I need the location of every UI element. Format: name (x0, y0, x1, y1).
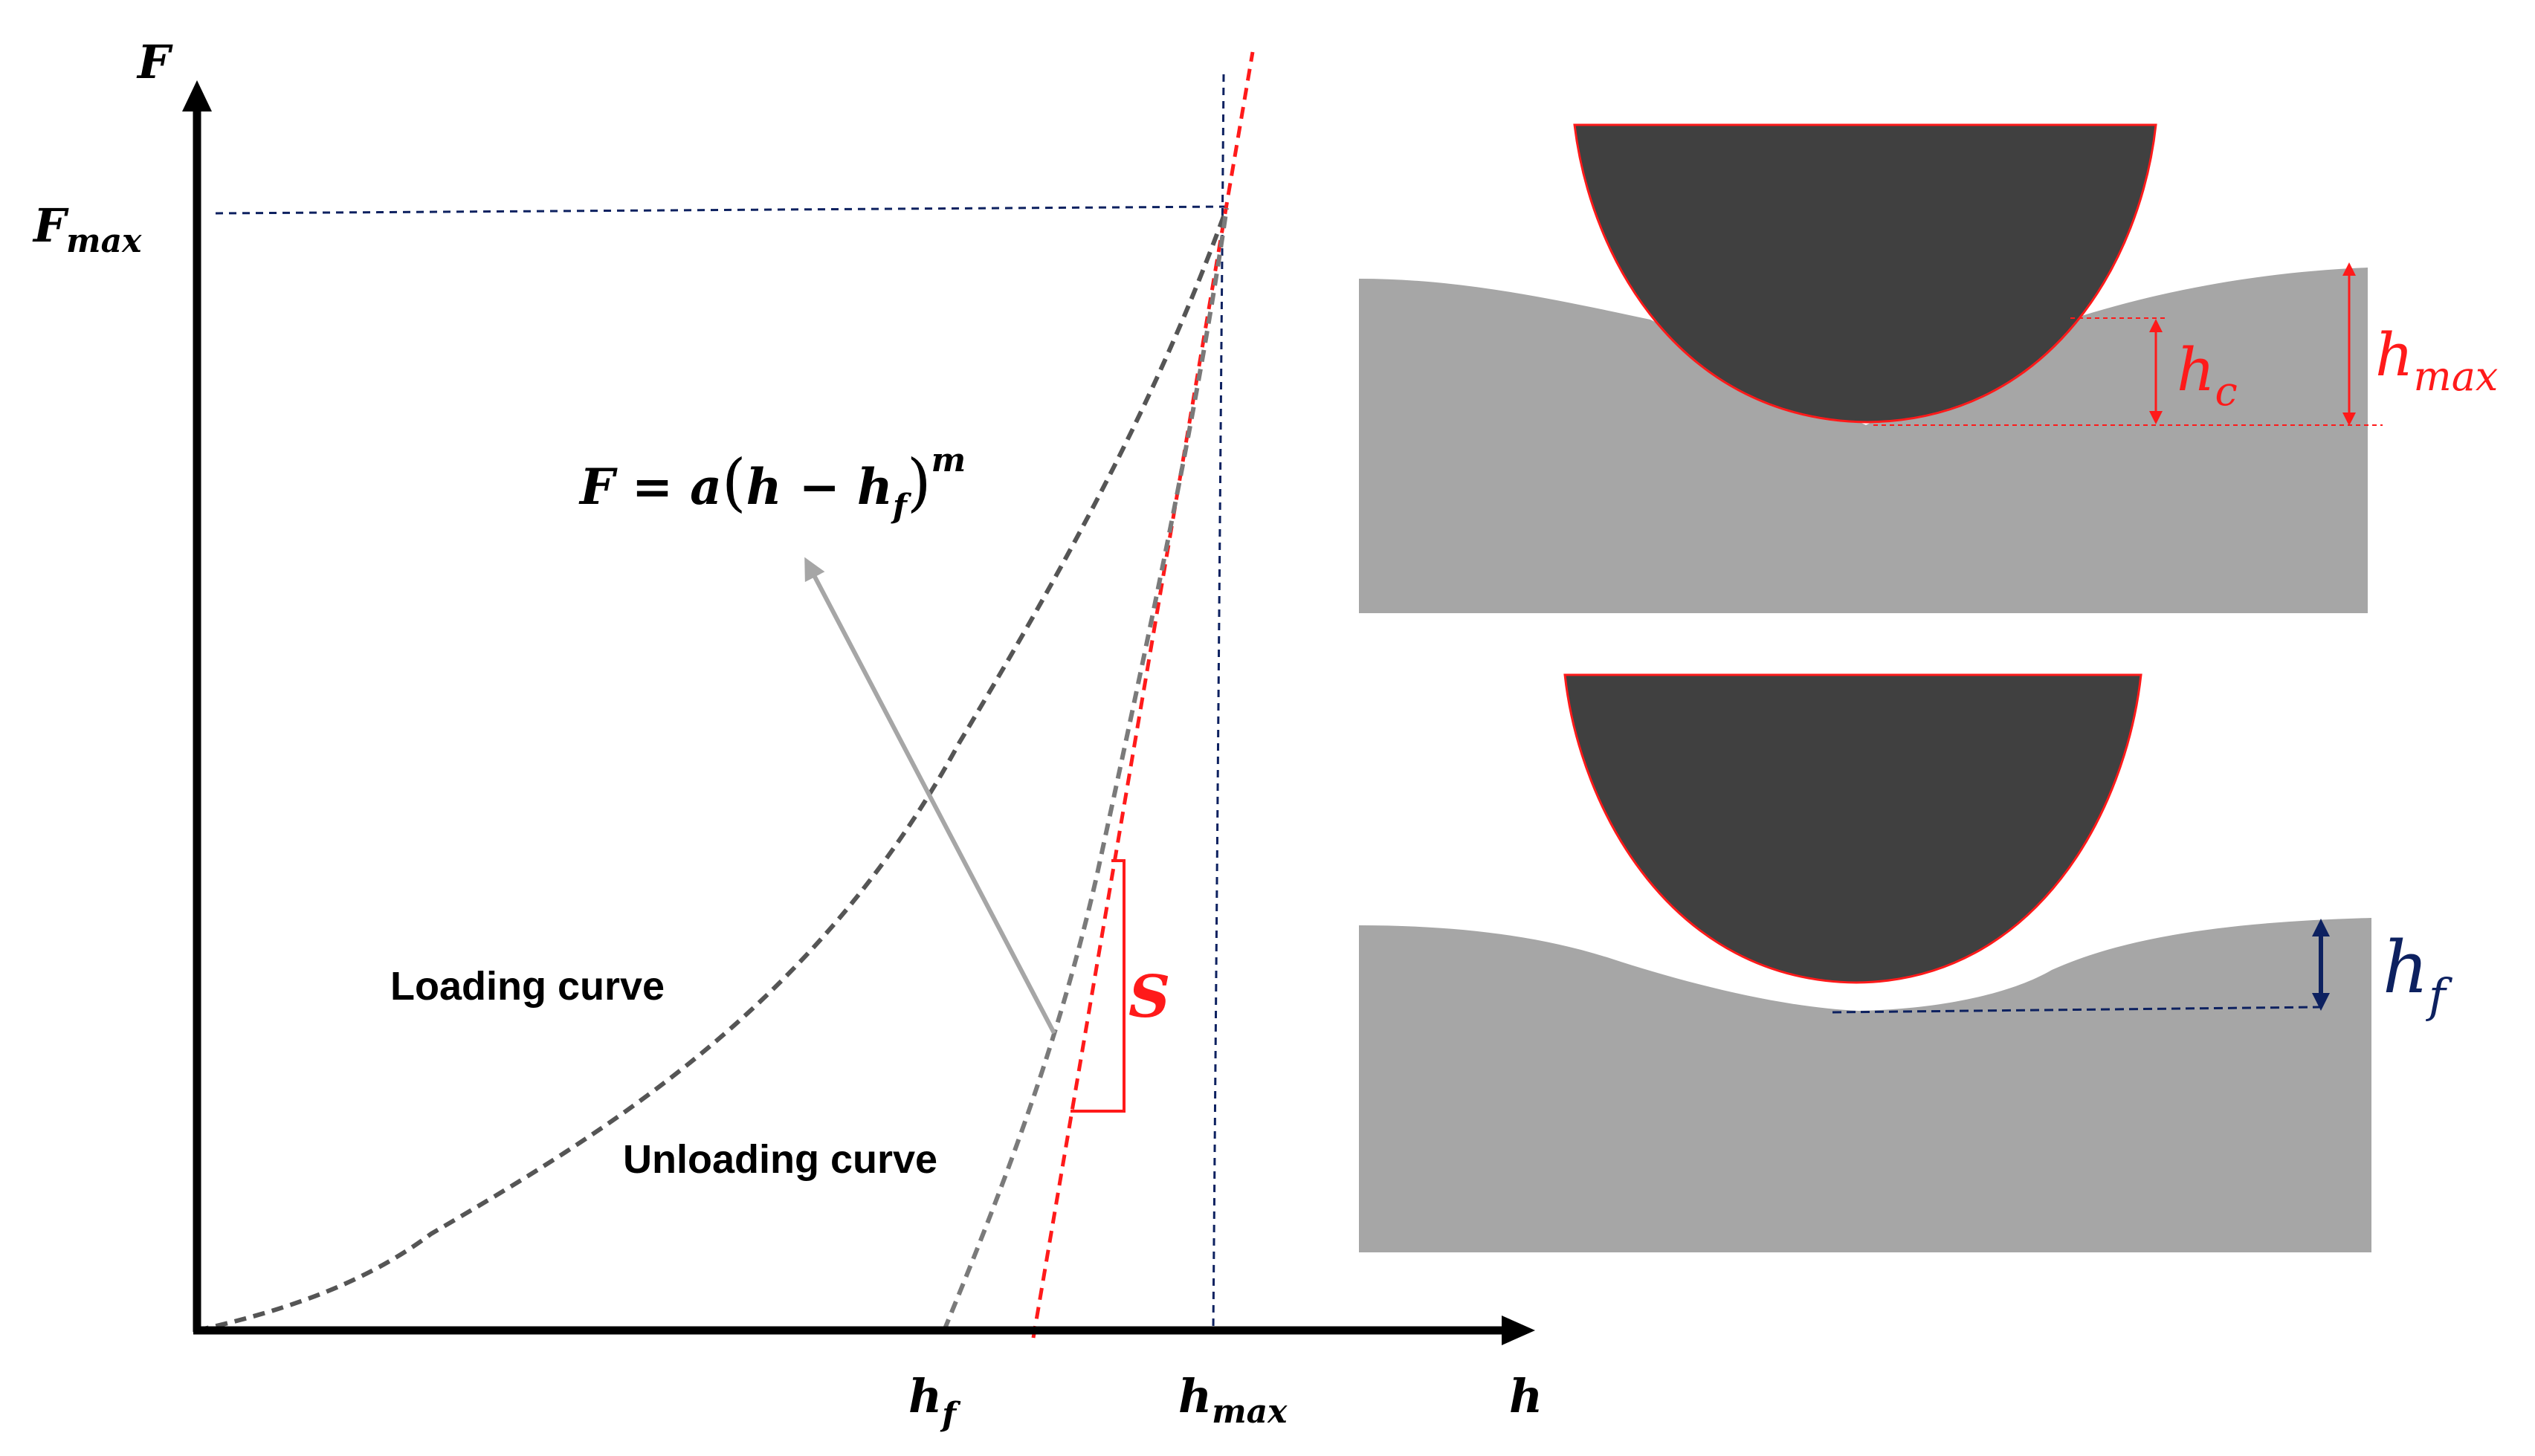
loading-curve-label: Loading curve (390, 964, 665, 1009)
loading-curve (196, 207, 1229, 1333)
unloaded-sample (1359, 918, 2371, 1252)
unloading-curve-label: Unloading curve (623, 1137, 937, 1182)
equation-pointer-arrow (804, 557, 1056, 1035)
fmax-guide-line (215, 205, 1227, 215)
unloaded-indent-schematic: hf (1359, 673, 2453, 1252)
stiffness-tangent-line (1031, 51, 1255, 1339)
loaded-indent-schematic: hc hmax (1359, 123, 2498, 613)
stiffness-label: S (1128, 963, 1170, 1031)
hmax-guide-line (1212, 74, 1225, 1331)
unloaded-indenter (1563, 673, 2142, 984)
hf-axis-label: hf (908, 1369, 961, 1434)
hmax-axis-label: hmax (1178, 1369, 1288, 1431)
residual-depth-line (1832, 1006, 2320, 1014)
unloading-curve (942, 207, 1229, 1332)
x-axis-label: h (1509, 1369, 1543, 1423)
force-depth-graph: F h Fmax hf hmax F = a(h − hf)m Loading … (32, 35, 1543, 1434)
loaded-sample (1359, 268, 2368, 613)
hf-schematic-label: hf (2383, 926, 2453, 1023)
hc-label: hc (2177, 335, 2238, 415)
fmax-label: Fmax (32, 198, 142, 260)
x-axis-arrowhead (1502, 1316, 1535, 1345)
loaded-indenter (1573, 123, 2157, 424)
y-axis-arrowhead (182, 80, 212, 111)
hmax-schematic-label: hmax (2375, 320, 2498, 400)
y-axis-label: F (136, 35, 173, 89)
power-law-equation: F = a(h − hf)m (578, 441, 966, 525)
stiffness-triangle (1070, 859, 1126, 1113)
